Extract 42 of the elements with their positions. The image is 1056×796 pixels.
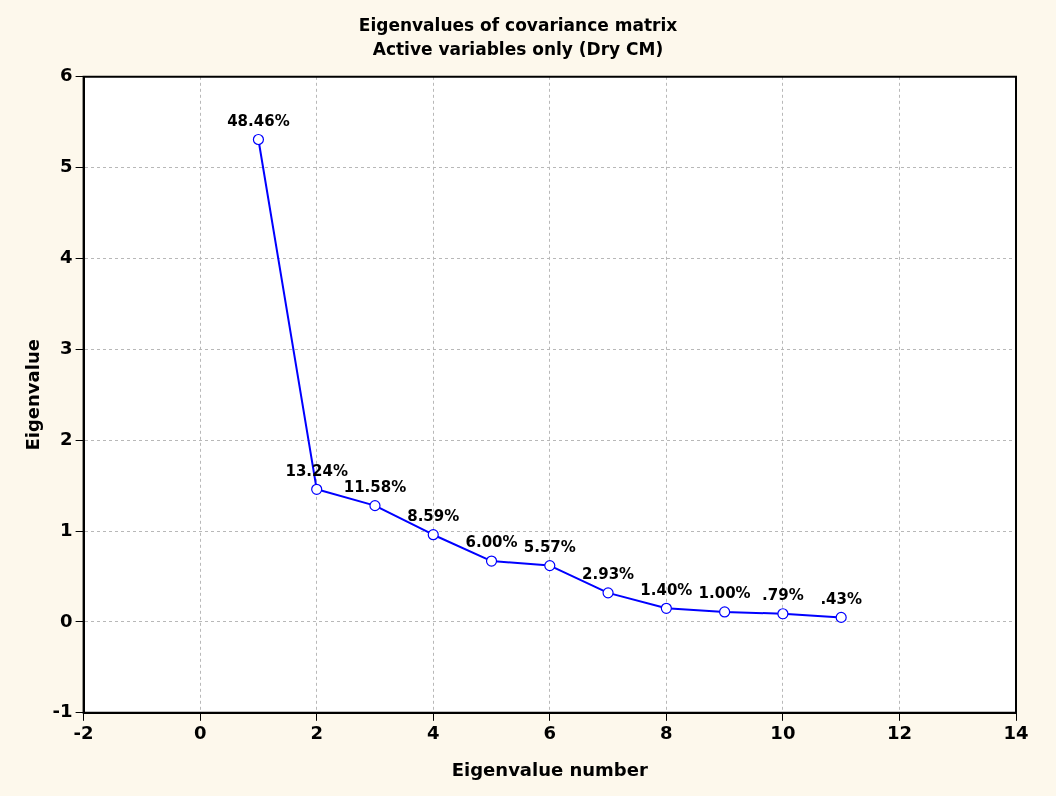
- x-tick-label: 6: [543, 722, 557, 744]
- point: [369, 500, 381, 512]
- x-tick-label: 0: [193, 722, 207, 744]
- y-tick-label: 4: [60, 246, 73, 268]
- chart-title: Eigenvalues of covariance matrix: [358, 14, 678, 35]
- point: [777, 608, 789, 620]
- point: [544, 560, 556, 572]
- annotation: 6.00%: [465, 533, 518, 552]
- chart-subtitle: Active variables only (Dry CM): [372, 39, 664, 60]
- point: [719, 606, 731, 618]
- x-tick-label: 10: [770, 722, 796, 744]
- point: [835, 611, 847, 623]
- annotation: 11.58%: [343, 478, 407, 497]
- y-tick-label: 1: [60, 518, 73, 540]
- x-tick-label: 2: [310, 722, 323, 744]
- point: [660, 602, 672, 614]
- annotation: 5.57%: [523, 538, 576, 556]
- y-axis-title: Eigenvalue: [22, 339, 44, 451]
- annotation: .43%: [820, 589, 862, 608]
- point: [427, 529, 439, 541]
- annotation: 1.00%: [698, 584, 751, 603]
- annotation: 48.46%: [227, 111, 290, 130]
- y-tick-label: 3: [60, 337, 73, 359]
- point: [485, 555, 498, 567]
- x-tick-label: 12: [886, 722, 912, 744]
- x-tick-label: -2: [73, 722, 94, 744]
- y-tick-label: 5: [60, 155, 73, 177]
- annotation: .79%: [762, 586, 804, 605]
- y-tick-label: 0: [60, 609, 73, 631]
- annotation: 8.59%: [407, 507, 460, 526]
- x-axis-title: Eigenvalue number: [451, 758, 648, 780]
- point: [311, 483, 323, 495]
- y-tick-label: 2: [60, 427, 73, 449]
- y-tick-label: 6: [60, 64, 73, 86]
- x-tick-label: 4: [426, 722, 440, 744]
- annotation: 1.40%: [640, 580, 693, 599]
- y-tick-label: -1: [52, 700, 73, 722]
- point: [252, 133, 265, 146]
- point: [602, 587, 614, 599]
- x-tick-label: 8: [660, 722, 673, 744]
- annotation: 2.93%: [582, 565, 635, 584]
- x-tick-label: 14: [1003, 722, 1029, 744]
